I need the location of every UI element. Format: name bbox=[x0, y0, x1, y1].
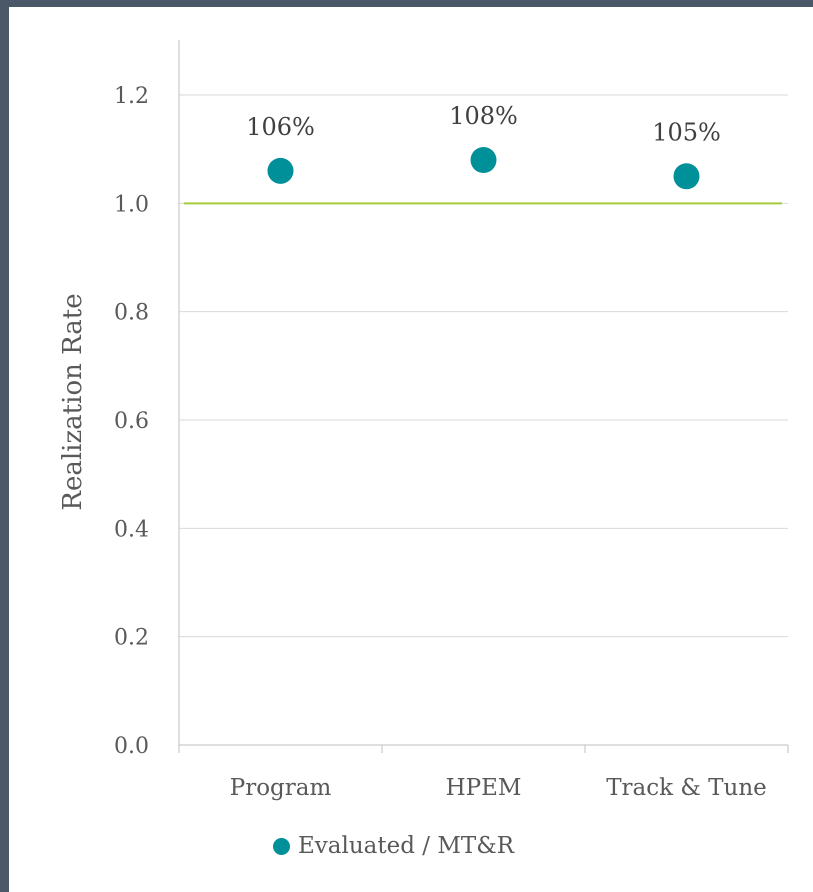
axes bbox=[178, 40, 789, 753]
data-label: 108% bbox=[449, 102, 518, 130]
chart-frame: 0.0 0.2 0.4 0.6 0.8 1.0 1.2 Program HPEM Track &… bbox=[9, 7, 813, 892]
realization-rate-chart: 0.0 0.2 0.4 0.6 0.8 1.0 1.2 Program HPEM Track &… bbox=[58, 40, 789, 801]
data-labels: 106% 108% 105% bbox=[246, 102, 721, 146]
y-tick-label: 0.6 bbox=[114, 409, 149, 434]
legend-marker-icon bbox=[273, 837, 290, 855]
data-point bbox=[673, 163, 700, 190]
x-category-label: Program bbox=[230, 775, 332, 801]
legend-label: Evaluated / MT&R bbox=[298, 833, 515, 859]
y-tick-label: 1.2 bbox=[114, 84, 149, 109]
y-tick-labels: 0.0 0.2 0.4 0.6 0.8 1.0 1.2 bbox=[114, 84, 149, 759]
y-tick-label: 0.2 bbox=[114, 626, 149, 651]
data-points bbox=[267, 147, 700, 190]
x-category-label: Track & Tune bbox=[606, 775, 767, 801]
data-label: 105% bbox=[652, 118, 721, 146]
data-label: 106% bbox=[246, 113, 315, 141]
y-tick-label: 1.0 bbox=[114, 192, 149, 217]
x-category-labels: Program HPEM Track & Tune bbox=[230, 775, 767, 801]
y-tick-label: 0.8 bbox=[114, 301, 149, 326]
x-category-label: HPEM bbox=[446, 775, 522, 801]
legend: Evaluated / MT&R bbox=[273, 833, 514, 859]
y-tick-label: 0.0 bbox=[114, 734, 149, 759]
data-point bbox=[267, 157, 294, 184]
y-axis-title: Realization Rate bbox=[58, 293, 88, 510]
data-point bbox=[470, 147, 497, 173]
y-tick-label: 0.4 bbox=[114, 517, 149, 542]
